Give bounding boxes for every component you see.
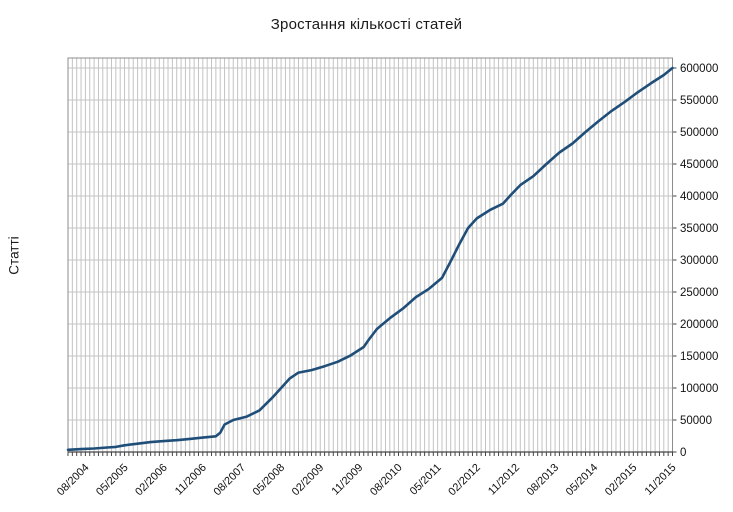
x-tick-label: 11/2012: [486, 462, 522, 498]
y-tick-label: 300000: [680, 255, 718, 267]
y-tick-label: 100000: [680, 383, 718, 395]
x-tick-label: 05/2005: [94, 462, 131, 499]
x-tick-label: 08/2007: [211, 462, 248, 499]
y-tick-label: 350000: [680, 223, 718, 235]
plot-frame: [67, 57, 673, 453]
y-tick-label: 150000: [680, 351, 718, 363]
y-tick-label: 450000: [680, 159, 718, 171]
y-tick-label: 200000: [680, 319, 718, 331]
y-tick-label: 250000: [680, 287, 718, 299]
y-tick-label: 600000: [680, 63, 718, 75]
x-tick-label: 05/2014: [564, 462, 601, 499]
horizontal-gridlines: [68, 67, 673, 421]
chart-title: Зростання кількості статей: [270, 16, 463, 33]
y-tick-label: 0: [680, 447, 686, 459]
x-tick-label: 02/2009: [290, 462, 327, 499]
series-line: [66, 66, 674, 452]
x-tick-label: 08/2004: [55, 462, 92, 499]
x-tick-label: 11/2015: [643, 462, 679, 498]
x-tick-label: 02/2015: [603, 462, 640, 499]
y-axis-ticks: [672, 67, 677, 453]
x-tick-label: 02/2012: [446, 462, 483, 499]
x-tick-label: 05/2008: [251, 462, 288, 499]
x-axis-ticks: [67, 452, 673, 456]
y-tick-label: 400000: [680, 191, 718, 203]
vertical-gridlines: [67, 58, 673, 452]
y-tick-label: 550000: [680, 95, 718, 107]
x-tick-label: 08/2010: [368, 462, 405, 499]
x-tick-label: 11/2009: [329, 462, 365, 498]
y-tick-labels: 0 50000 100000 150000 200000 250000 300000 3500…: [680, 63, 718, 459]
x-tick-label: 08/2013: [525, 462, 562, 499]
x-tick-label: 11/2006: [173, 462, 209, 498]
x-tick-labels: 08/2004 05/2005 02/2006 11/2006 08/2007 05/20…: [55, 462, 679, 499]
x-tick-label: 05/2011: [408, 462, 444, 498]
y-tick-label: 500000: [680, 127, 718, 139]
x-tick-label: 02/2006: [133, 462, 170, 499]
y-tick-label: 50000: [680, 415, 712, 427]
